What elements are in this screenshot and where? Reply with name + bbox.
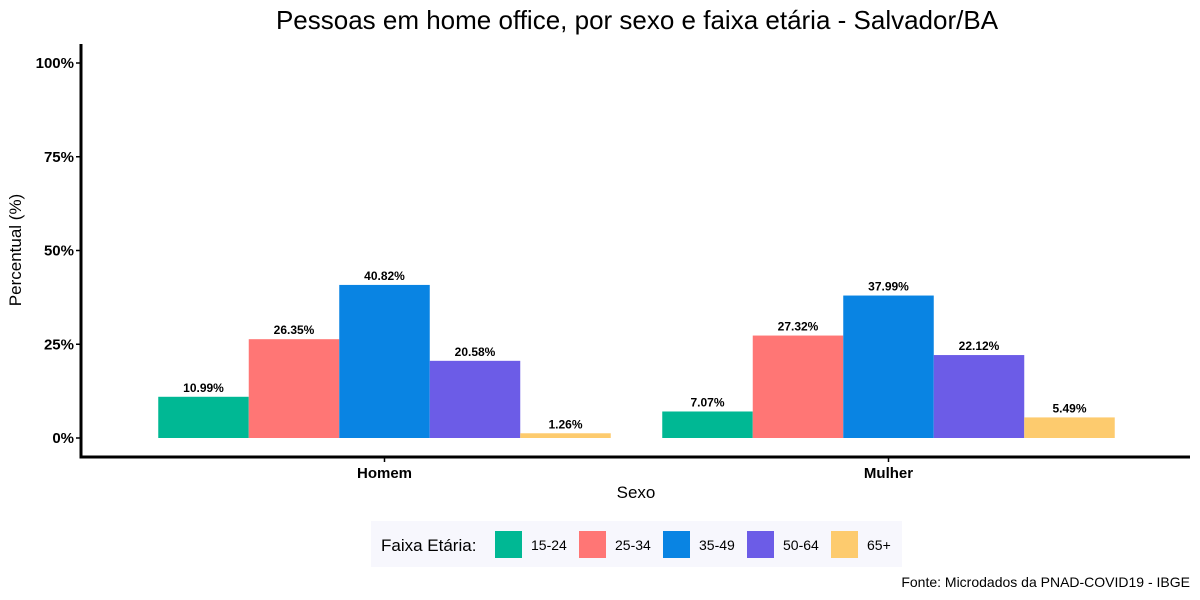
data-label: 1.26% [548, 417, 582, 431]
bars [158, 284, 1115, 438]
y-tick-label: 0% [52, 430, 74, 447]
legend-key-15-24 [495, 531, 522, 558]
data-label: 40.82% [364, 269, 405, 283]
data-label: 26.35% [274, 323, 315, 337]
legend-title: Faixa Etária: [381, 536, 476, 555]
legend: Faixa Etária: 15-24 25-34 35-49 50-64 65+ [371, 521, 902, 567]
legend-key-25-34 [579, 531, 606, 558]
legend-items: 15-24 25-34 35-49 50-64 65+ [495, 531, 891, 558]
legend-label: 50-64 [783, 537, 819, 553]
x-tick-label: Homem [357, 465, 412, 482]
data-label: 27.32% [778, 320, 819, 334]
data-label: 7.07% [690, 395, 724, 409]
legend-key-65plus [831, 531, 858, 558]
bar-mulher-25-34 [752, 335, 844, 438]
legend-label: 15-24 [531, 537, 567, 553]
data-label: 5.49% [1052, 401, 1086, 415]
y-axis: 0% 25% 50% 75% 100% [36, 44, 83, 459]
bar-homem-25-34 [248, 339, 340, 438]
caption: Fonte: Microdados da PNAD-COVID19 - IBGE [901, 574, 1190, 590]
bar-mulher-65plus [1024, 417, 1115, 438]
y-tick-label: 50% [44, 243, 74, 260]
data-label: 22.12% [959, 339, 1000, 353]
bar-homem-50-64 [429, 360, 521, 438]
bar-mulher-15-24 [662, 411, 753, 438]
x-axis: Homem Mulher [79, 455, 1190, 482]
chart-title: Pessoas em home office, por sexo e faixa… [276, 5, 999, 35]
data-label: 20.58% [455, 345, 496, 359]
legend-label: 35-49 [699, 537, 735, 553]
data-label: 37.99% [868, 280, 909, 294]
bar-mulher-35-49 [843, 295, 934, 438]
bar-homem-15-24 [158, 396, 249, 438]
data-label: 10.99% [183, 381, 224, 395]
bar-mulher-50-64 [933, 355, 1025, 438]
y-tick-label: 25% [44, 336, 74, 353]
y-axis-title: Percentual (%) [6, 194, 25, 306]
y-tick-label: 100% [36, 55, 74, 72]
legend-background [371, 521, 902, 567]
legend-key-35-49 [663, 531, 690, 558]
x-tick-label: Mulher [864, 465, 913, 482]
bar-homem-35-49 [339, 284, 430, 438]
data-labels: 10.99% 7.07% 26.35% 27.32% 40.82% 37.99% 20.58… [183, 269, 1087, 431]
legend-label: 65+ [867, 537, 891, 553]
legend-label: 25-34 [615, 537, 651, 553]
legend-key-50-64 [747, 531, 774, 558]
bar-homem-65plus [520, 433, 611, 438]
y-tick-label: 75% [44, 149, 74, 166]
x-axis-title: Sexo [617, 483, 656, 502]
